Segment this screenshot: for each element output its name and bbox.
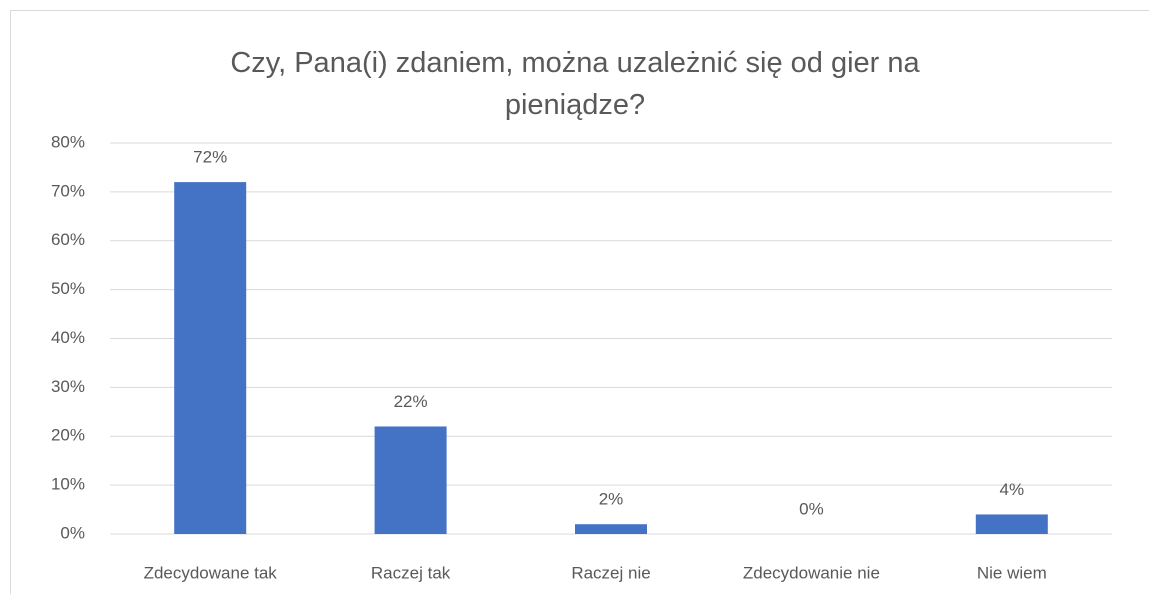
data-label: 22% (394, 392, 428, 411)
y-tick-label: 40% (51, 328, 85, 347)
y-tick-label: 80% (51, 132, 85, 151)
x-tick-label: Nie wiem (977, 563, 1047, 582)
x-tick-label: Raczej nie (571, 563, 650, 582)
chart-border (10, 10, 1149, 594)
data-label: 4% (1000, 480, 1025, 499)
y-tick-label: 50% (51, 279, 85, 298)
chart-title: Czy, Pana(i) zdaniem, można uzależnić si… (230, 47, 920, 121)
bar (575, 524, 647, 534)
x-tick-label: Zdecydowanie nie (743, 563, 880, 582)
y-tick-label: 20% (51, 426, 85, 445)
y-tick-label: 10% (51, 475, 85, 494)
y-tick-label: 70% (51, 181, 85, 200)
y-tick-label: 30% (51, 377, 85, 396)
x-tick-label: Raczej tak (371, 563, 451, 582)
y-tick-label: 0% (60, 523, 85, 542)
bar (374, 426, 447, 534)
x-tick-label: Zdecydowane tak (144, 563, 278, 582)
data-label: 2% (599, 490, 624, 509)
data-label: 0% (799, 499, 824, 518)
bar (174, 182, 247, 534)
bar (975, 514, 1048, 534)
y-tick-label: 60% (51, 230, 85, 249)
data-label: 72% (193, 148, 227, 167)
